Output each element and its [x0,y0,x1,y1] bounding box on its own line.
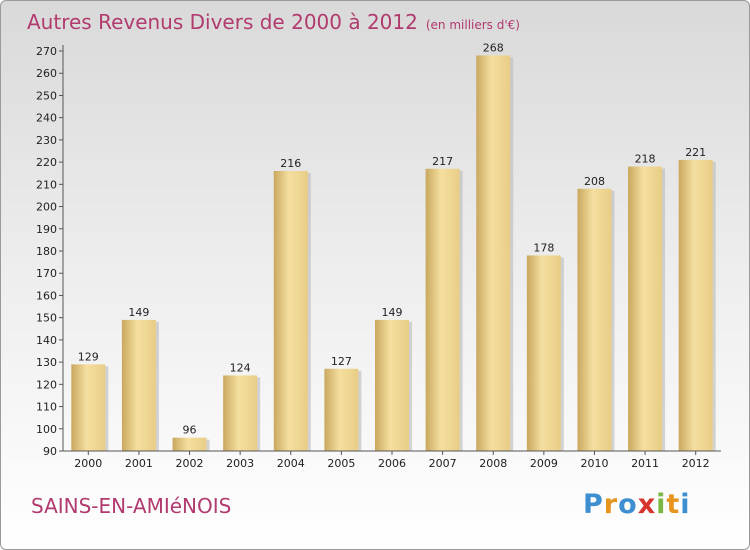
y-tick-label: 210 [36,178,57,191]
y-axis-ticks: 90 100 110 120 130 140 150 160 170 180 190 200 210 22… [36,45,63,458]
bar-value-label: 129 [78,350,99,363]
y-tick-label: 250 [36,89,57,102]
x-tick-label: 2010 [580,457,608,470]
logo-letter: P [583,489,604,520]
proxiti-logo: Proxiti [583,489,691,520]
bar [628,166,663,452]
y-tick-label: 200 [36,201,57,214]
x-tick-label: 2000 [74,457,102,470]
y-tick-label: 100 [36,423,57,436]
x-tick-label: 2008 [479,457,507,470]
bar [425,168,460,451]
y-tick-label: 160 [36,289,57,302]
x-tick-label: 2004 [277,457,305,470]
y-tick-label: 150 [36,312,57,325]
logo-letter: o [618,489,638,520]
bar [71,364,106,451]
y-tick-label: 220 [36,156,57,169]
bar [476,55,511,451]
x-tick-label: 2001 [125,457,153,470]
bar [172,437,207,451]
bar-value-label: 217 [432,155,453,168]
bar-value-label: 218 [635,153,656,166]
logo-letter: x [637,489,657,520]
y-tick-label: 170 [36,267,57,280]
bar-value-label: 124 [230,361,251,374]
bar [324,368,359,451]
y-tick-label: 140 [36,334,57,347]
x-tick-label: 2009 [530,457,558,470]
bar [678,159,713,451]
bar-value-label: 208 [584,175,605,188]
logo-letter: i [680,489,691,520]
logo-letter: t [666,489,681,520]
y-tick-label: 120 [36,378,57,391]
x-axis-ticks: 2000 2001 2002 2003 2004 2005 2006 2007 2008 2009… [74,451,710,470]
bar [223,375,258,451]
commune-name: SAINS-EN-AMIéNOIS [31,494,232,518]
chart-subtitle: (en milliers d'€) [425,18,520,32]
chart-title: Autres Revenus Divers de 2000 à 2012 (en … [27,10,520,34]
logo-letter: i [656,489,667,520]
y-tick-label: 260 [36,67,57,80]
bar [273,171,308,451]
x-tick-label: 2011 [631,457,659,470]
bar-value-label: 216 [280,157,301,170]
x-tick-label: 2007 [429,457,457,470]
bar-value-label: 149 [382,306,403,319]
y-tick-label: 270 [36,45,57,58]
y-tick-label: 90 [43,445,57,458]
x-tick-label: 2012 [682,457,710,470]
bars [71,55,716,452]
x-tick-label: 2006 [378,457,406,470]
y-tick-label: 110 [36,401,57,414]
x-tick-label: 2002 [176,457,204,470]
bar [526,255,561,451]
logo-letter: r [603,489,619,520]
bar [577,188,612,451]
x-tick-label: 2005 [327,457,355,470]
y-tick-label: 180 [36,245,57,258]
bar-value-label: 268 [483,41,504,54]
y-tick-label: 240 [36,112,57,125]
bar-value-label: 149 [128,306,149,319]
y-tick-label: 190 [36,223,57,236]
y-tick-label: 230 [36,134,57,147]
bar-value-label: 178 [533,241,554,254]
x-tick-label: 2003 [226,457,254,470]
bar [375,319,409,451]
bar-value-label: 221 [685,146,706,159]
bar-value-label: 127 [331,355,352,368]
chart-title-main: Autres Revenus Divers de 2000 à 2012 [27,10,418,34]
bar-value-label: 96 [183,424,197,437]
value-labels: 129 149 96 124 216 127 149 217 268 178 208 218 221 [78,41,706,436]
bar [121,319,156,451]
y-tick-label: 130 [36,356,57,369]
